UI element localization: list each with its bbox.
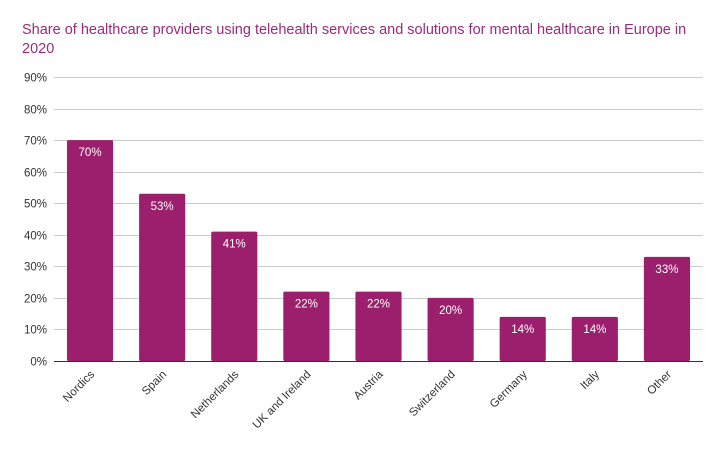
- y-tick-label: 80%: [24, 105, 47, 117]
- bar: [355, 291, 402, 361]
- x-tick-label: UK and Ireland: [251, 369, 314, 432]
- bar-value-label: 41%: [223, 239, 246, 251]
- y-tick-label: 60%: [24, 168, 47, 180]
- bar: [499, 316, 546, 361]
- x-tick-label: Netherlands: [189, 368, 242, 421]
- x-tick-label: Germany: [488, 368, 530, 410]
- y-tick-label: 20%: [24, 294, 47, 306]
- bar-value-label: 14%: [511, 324, 534, 336]
- bar-value-label: 14%: [583, 324, 606, 336]
- bar-value-label: 22%: [367, 299, 390, 311]
- y-tick-label: 10%: [24, 325, 47, 337]
- x-axis-tick-labels: Nordics Spain Netherlands UK and Ireland Aus…: [61, 368, 674, 431]
- x-tick-label: Austria: [352, 368, 386, 402]
- x-tick-label: Nordics: [61, 368, 97, 404]
- x-tick-label: Spain: [140, 369, 169, 398]
- chart-title: Share of healthcare providers using tele…: [22, 22, 687, 57]
- y-tick-label: 70%: [24, 136, 47, 148]
- bar: [571, 316, 618, 361]
- bar-value-labels: 70% 53% 41% 22% 22% 20% 14% 14% 33%: [79, 147, 679, 336]
- bar-value-label: 33%: [655, 264, 678, 276]
- x-tick-label: Switzerland: [407, 369, 458, 420]
- bar: [427, 297, 474, 361]
- x-tick-label: Other: [645, 369, 674, 398]
- y-axis-tick-labels: 0% 10% 20% 30% 40% 50% 60% 70% 80% 90%: [24, 73, 47, 369]
- bar-value-label: 20%: [439, 305, 462, 317]
- y-tick-label: 50%: [24, 199, 47, 211]
- bar: [66, 140, 114, 361]
- x-tick-label: Italy: [579, 368, 603, 392]
- bar: [643, 256, 691, 361]
- y-tick-label: 0%: [30, 357, 47, 369]
- bar: [283, 291, 330, 361]
- bars: [66, 140, 691, 361]
- y-tick-label: 40%: [24, 231, 47, 243]
- bar-value-label: 70%: [79, 147, 102, 159]
- bar: [139, 193, 186, 361]
- bar-value-label: 22%: [295, 299, 318, 311]
- y-tick-label: 30%: [24, 262, 47, 274]
- bar-value-label: 53%: [151, 201, 174, 213]
- y-tick-label: 90%: [24, 73, 47, 85]
- bar: [211, 231, 258, 361]
